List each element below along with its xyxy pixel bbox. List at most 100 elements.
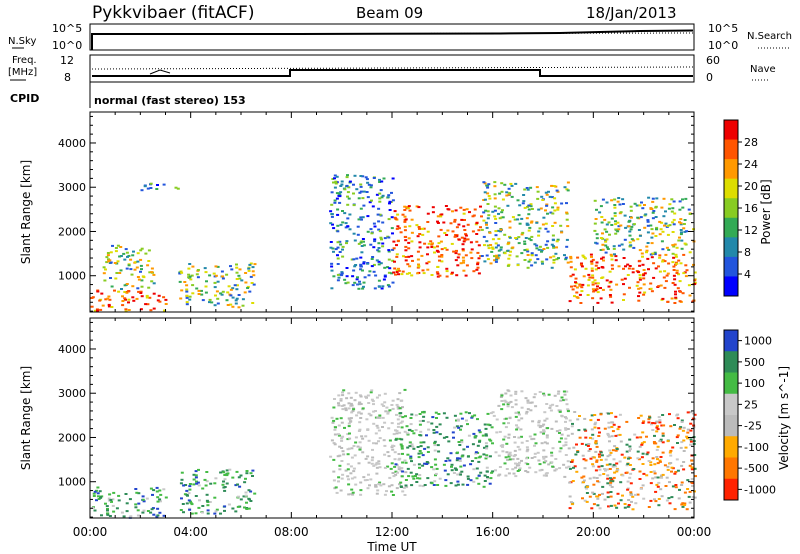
range-time-cell <box>137 278 141 281</box>
range-time-cell <box>415 481 419 483</box>
range-time-cell <box>380 196 384 199</box>
range-time-cell <box>501 450 505 453</box>
range-time-cell <box>353 174 357 177</box>
range-time-cell <box>609 481 613 484</box>
range-time-cell <box>472 480 476 483</box>
range-time-cell <box>405 272 409 275</box>
range-time-cell <box>341 210 344 212</box>
range-time-cell <box>332 406 336 409</box>
range-time-cell <box>599 297 603 300</box>
range-time-cell <box>124 310 128 313</box>
range-time-cell <box>443 232 447 234</box>
range-time-cell <box>139 249 143 252</box>
range-time-cell <box>412 477 416 480</box>
range-time-cell <box>674 290 677 293</box>
range-time-cell <box>214 274 218 277</box>
range-time-cell <box>528 435 532 438</box>
range-time-cell <box>594 421 598 424</box>
range-time-cell <box>401 416 405 419</box>
range-time-cell <box>400 273 404 276</box>
range-time-cell <box>375 492 379 495</box>
range-time-cell <box>558 432 561 434</box>
range-time-cell <box>395 403 399 406</box>
range-time-cell <box>688 251 692 254</box>
range-time-cell <box>363 479 367 482</box>
range-time-cell <box>369 228 373 231</box>
range-time-cell <box>498 473 502 476</box>
range-time-cell <box>672 218 676 221</box>
range-time-cell <box>614 223 618 226</box>
range-time-cell <box>507 242 511 245</box>
range-time-cell <box>189 278 193 281</box>
range-time-cell <box>151 493 154 496</box>
range-time-cell <box>196 276 200 279</box>
range-time-cell <box>396 407 400 410</box>
range-time-cell <box>332 250 335 253</box>
range-time-cell <box>494 234 498 237</box>
cpid-label: CPID <box>10 92 39 105</box>
range-time-cell <box>585 443 588 446</box>
range-time-cell <box>602 259 605 262</box>
range-time-cell <box>362 204 366 207</box>
range-time-cell <box>476 266 480 269</box>
colorbar-tick-label: 100 <box>744 377 765 390</box>
range-time-cell <box>370 258 374 260</box>
range-time-cell <box>134 506 138 509</box>
range-time-cell <box>450 272 454 275</box>
range-time-cell <box>377 207 381 210</box>
range-time-cell <box>553 197 557 200</box>
colorbar-tick-label: 1000 <box>744 335 772 348</box>
range-time-cell <box>683 219 687 221</box>
range-time-cell <box>347 186 351 189</box>
range-time-cell <box>672 256 676 259</box>
range-time-cell <box>457 238 461 241</box>
range-time-cell <box>506 204 510 207</box>
range-time-cell <box>540 260 544 263</box>
range-time-cell <box>477 429 481 432</box>
range-time-cell <box>486 412 490 415</box>
range-time-cell <box>529 401 533 404</box>
range-time-cell <box>645 453 649 456</box>
range-time-cell <box>392 475 396 478</box>
range-time-cell <box>615 448 619 450</box>
range-time-cell <box>381 221 385 224</box>
range-time-cell <box>624 226 628 229</box>
range-time-cell <box>114 250 118 253</box>
range-time-cell <box>651 457 655 460</box>
range-time-cell <box>673 508 677 511</box>
range-time-cell <box>570 425 574 428</box>
beam-label: Beam 09 <box>356 4 423 22</box>
range-time-cell <box>572 446 576 449</box>
range-time-cell <box>136 287 140 290</box>
range-time-cell <box>491 470 495 473</box>
range-time-cell <box>640 252 644 255</box>
range-time-cell <box>127 264 131 267</box>
range-time-cell <box>142 509 146 512</box>
range-time-cell <box>605 246 609 249</box>
range-time-cell <box>682 439 686 442</box>
range-time-cell <box>251 302 255 304</box>
range-time-cell <box>657 285 661 288</box>
range-time-cell <box>566 410 570 413</box>
range-time-cell <box>124 298 127 301</box>
range-time-cell <box>343 278 347 281</box>
range-time-cell <box>470 248 474 251</box>
range-time-cell <box>544 243 548 246</box>
range-time-cell <box>383 266 387 269</box>
range-time-cell <box>566 261 570 264</box>
range-time-cell <box>358 446 362 449</box>
range-time-cell <box>592 483 596 486</box>
range-time-cell <box>563 475 567 478</box>
range-time-cell <box>252 274 256 277</box>
range-time-cell <box>396 425 400 428</box>
range-time-cell <box>205 471 209 473</box>
velocity-heatmap <box>91 388 697 519</box>
range-time-cell <box>387 485 391 488</box>
range-time-cell <box>346 433 350 436</box>
range-time-cell <box>607 505 610 508</box>
range-time-cell <box>409 417 413 419</box>
range-time-cell <box>627 499 631 501</box>
range-time-cell <box>537 230 541 233</box>
range-time-cell <box>555 405 559 407</box>
range-time-cell <box>443 247 447 250</box>
